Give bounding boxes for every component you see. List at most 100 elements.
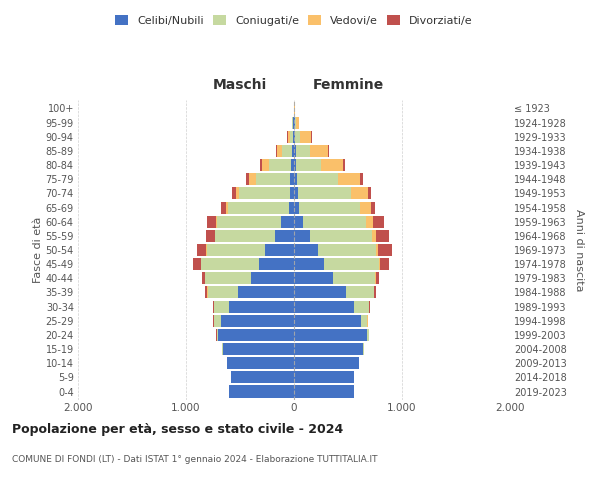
Bar xyxy=(217,329,218,341)
Bar xyxy=(297,173,338,186)
Bar xyxy=(232,372,294,384)
Text: Femmine: Femmine xyxy=(313,78,383,92)
Bar xyxy=(281,216,294,228)
Bar xyxy=(346,286,374,298)
Bar xyxy=(296,116,299,128)
Legend: Celibi/Nubili, Coniugati/e, Vedovi/e, Divorziati/e: Celibi/Nubili, Coniugati/e, Vedovi/e, Di… xyxy=(111,10,477,30)
Bar xyxy=(350,188,368,200)
Bar xyxy=(355,300,368,312)
Y-axis label: Fasce di età: Fasce di età xyxy=(32,217,43,283)
Bar xyxy=(256,173,290,186)
Bar xyxy=(302,216,367,228)
Bar xyxy=(247,173,249,186)
Bar xyxy=(205,286,208,298)
Bar xyxy=(343,159,345,171)
Bar xyxy=(294,202,299,213)
Bar xyxy=(282,145,292,157)
Bar xyxy=(294,145,296,157)
Bar xyxy=(373,216,383,228)
Bar xyxy=(239,188,290,200)
Bar xyxy=(294,244,318,256)
Bar xyxy=(294,372,355,384)
Bar xyxy=(227,357,294,369)
Bar xyxy=(294,357,359,369)
Bar xyxy=(360,173,362,186)
Bar xyxy=(221,314,294,327)
Bar xyxy=(293,131,294,143)
Bar xyxy=(294,286,346,298)
Bar xyxy=(310,230,372,242)
Bar xyxy=(376,230,389,242)
Bar xyxy=(262,159,269,171)
Y-axis label: Anni di nascita: Anni di nascita xyxy=(574,209,584,291)
Bar xyxy=(251,272,294,284)
Bar xyxy=(296,159,321,171)
Bar xyxy=(376,272,379,284)
Bar xyxy=(214,314,221,327)
Bar xyxy=(228,202,289,213)
Bar xyxy=(260,159,262,171)
Bar xyxy=(379,258,380,270)
Bar xyxy=(259,258,294,270)
Bar xyxy=(298,188,350,200)
Bar xyxy=(197,244,206,256)
Bar xyxy=(294,329,367,341)
Bar xyxy=(289,202,294,213)
Bar xyxy=(236,188,239,200)
Bar xyxy=(208,286,238,298)
Bar xyxy=(299,202,360,213)
Bar xyxy=(368,188,371,200)
Bar xyxy=(206,230,215,242)
Bar xyxy=(380,258,389,270)
Bar xyxy=(292,116,293,128)
Bar xyxy=(232,188,236,200)
Bar xyxy=(238,286,294,298)
Bar xyxy=(265,244,294,256)
Bar xyxy=(216,216,217,228)
Bar xyxy=(275,230,294,242)
Bar xyxy=(226,202,228,213)
Bar xyxy=(296,145,310,157)
Bar xyxy=(294,230,310,242)
Bar xyxy=(290,173,294,186)
Bar xyxy=(294,258,324,270)
Bar xyxy=(223,343,294,355)
Bar xyxy=(294,188,298,200)
Bar xyxy=(294,272,333,284)
Bar xyxy=(376,244,378,256)
Bar xyxy=(295,116,296,128)
Bar xyxy=(294,314,361,327)
Bar xyxy=(324,258,379,270)
Bar xyxy=(360,202,371,213)
Bar xyxy=(367,329,369,341)
Text: COMUNE DI FONDI (LT) - Dati ISTAT 1° gennaio 2024 - Elaborazione TUTTITALIA.IT: COMUNE DI FONDI (LT) - Dati ISTAT 1° gen… xyxy=(12,455,377,464)
Bar xyxy=(310,145,328,157)
Bar xyxy=(369,300,370,312)
Bar xyxy=(217,216,281,228)
Bar xyxy=(206,244,265,256)
Bar xyxy=(294,131,295,143)
Bar xyxy=(218,329,294,341)
Bar xyxy=(213,300,214,312)
Bar xyxy=(371,202,375,213)
Text: Maschi: Maschi xyxy=(213,78,267,92)
Text: Popolazione per età, sesso e stato civile - 2024: Popolazione per età, sesso e stato civil… xyxy=(12,422,343,436)
Bar xyxy=(378,244,392,256)
Bar xyxy=(249,173,256,186)
Bar xyxy=(372,230,376,242)
Bar xyxy=(290,188,294,200)
Bar xyxy=(328,145,329,157)
Bar xyxy=(290,131,293,143)
Bar xyxy=(295,131,301,143)
Bar xyxy=(294,159,296,171)
Bar xyxy=(292,145,294,157)
Bar xyxy=(367,216,373,228)
Bar xyxy=(294,343,363,355)
Bar xyxy=(294,173,297,186)
Bar xyxy=(229,386,294,398)
Bar xyxy=(214,300,229,312)
Bar xyxy=(229,300,294,312)
Bar xyxy=(287,131,290,143)
Bar xyxy=(221,202,226,213)
Bar xyxy=(205,272,251,284)
